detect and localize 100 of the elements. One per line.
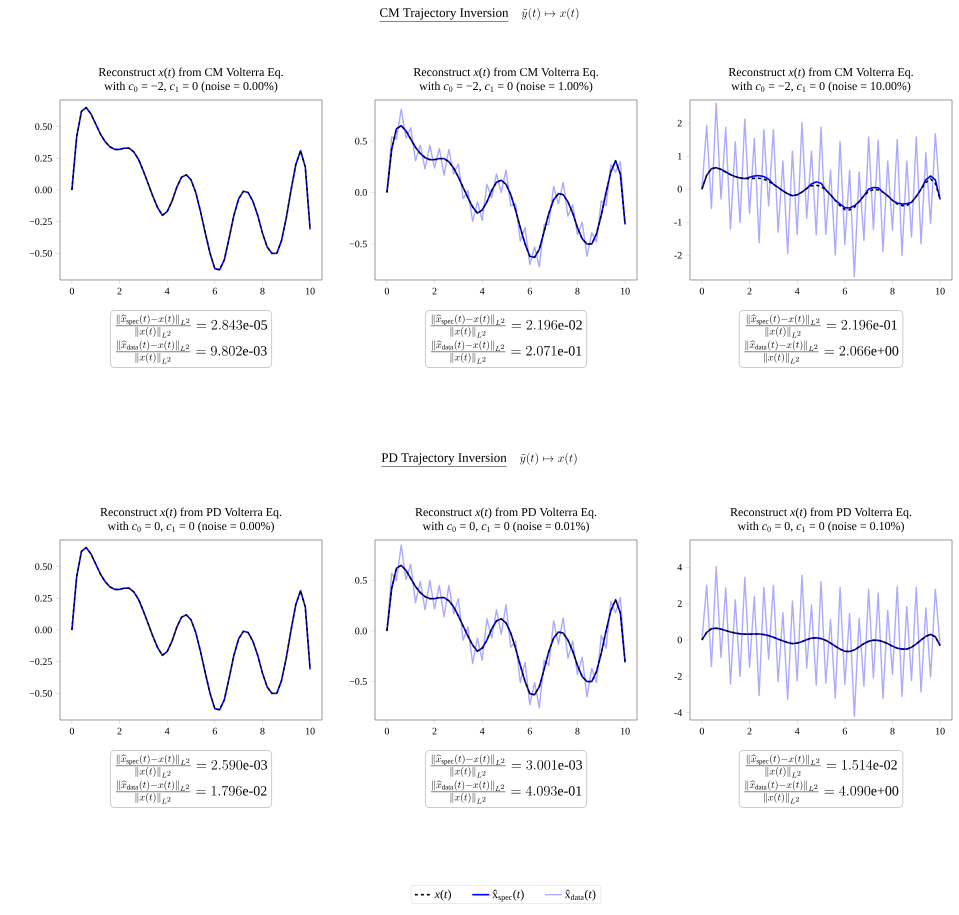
y-tick-label: −0.5 <box>350 678 367 685</box>
y-tick-label: 0.00 <box>35 186 52 194</box>
x-tick-label: 10 <box>620 728 630 734</box>
legend-label: x̂$_{data}$(t) <box>564 890 596 901</box>
line-series <box>386 544 626 709</box>
y-tick-label: 0 <box>678 636 682 644</box>
x-tick-label: 2 <box>117 728 122 734</box>
y-tick-label: 4 <box>677 564 682 571</box>
x-tick-label: 6 <box>842 728 848 734</box>
line-series <box>701 627 941 652</box>
text: $\frac{\|\widehat{x}_{\mathrm{spec}}(t)-x(t)\|_{L^2}}{\|x(t)\|_{L^2}} = 2.590\text{e-03}$ <box>116 754 268 778</box>
chart-subtitle: with c$_{0}$ = −2, c$_{1}$ = 0 (noise = 10.00%) <box>731 82 910 92</box>
chart-title: Reconstruct x(t) from CM Volterra Eq. <box>98 68 283 79</box>
x-tick-label: 0 <box>384 288 390 294</box>
x-tick-label: 10 <box>306 288 315 294</box>
text: CM Trajectory Inversion <box>380 8 508 20</box>
y-tick-label: 0.5 <box>355 138 367 145</box>
x-tick-label: 0 <box>700 728 704 734</box>
x-tick-label: 6 <box>528 728 532 734</box>
x-tick-label: 0 <box>700 288 704 294</box>
x-tick-label: 6 <box>842 288 848 294</box>
y-tick-label: −0.25 <box>30 218 52 226</box>
y-tick-label: -2 <box>674 673 682 680</box>
x-tick-label: 0 <box>384 728 390 734</box>
y-tick-label: 0 <box>678 186 682 193</box>
text: $\frac{\|\widehat{x}_{\mathrm{spec}}(t)-x(t)\|_{L^2}}{\|x(t)\|_{L^2}} = 2.196\text{e-01}$ <box>746 314 897 338</box>
chart-title: Reconstruct x(t) from PD Volterra Eq. <box>100 508 282 519</box>
text: $\tilde{y}(t) \mapsto x(t)$ <box>520 452 577 465</box>
text: $\frac{\|\widehat{x}_{\mathrm{data}}(t)-x(t)\|_{L^2}}{\|x(t)\|_{L^2}} = 2.071\text{e-01}$ <box>431 340 582 364</box>
y-tick-label: 0.50 <box>35 563 52 570</box>
x-tick-label: 4 <box>480 288 485 294</box>
x-tick-label: 2 <box>748 288 752 294</box>
chart-subtitle: with c$_{0}$ = 0, c$_{1}$ = 0 (noise = 0.00%) <box>108 522 274 532</box>
x-tick-label: 4 <box>794 728 800 734</box>
x-tick-label: 10 <box>620 288 630 294</box>
y-tick-label: 0.0 <box>355 628 367 634</box>
y-tick-label: 0.5 <box>355 577 367 584</box>
y-tick-label: 0.00 <box>35 626 52 634</box>
x-tick-label: 4 <box>164 288 170 294</box>
x-tick-label: 4 <box>794 288 800 294</box>
x-tick-label: 8 <box>890 728 895 734</box>
x-tick-label: 8 <box>575 288 580 294</box>
x-tick-label: 6 <box>212 288 218 294</box>
text: $\frac{\|\widehat{x}_{\mathrm{spec}}(t)-x(t)\|_{L^2}}{\|x(t)\|_{L^2}} = 2.196\text{e-02}$ <box>430 314 582 338</box>
x-tick-label: 10 <box>306 728 315 734</box>
x-tick-label: 4 <box>480 728 485 734</box>
line-series <box>701 566 941 717</box>
y-tick-label: -4 <box>674 709 682 716</box>
line-series <box>386 564 626 696</box>
chart-title: Reconstruct x(t) from PD Volterra Eq. <box>730 508 912 519</box>
text: $\frac{\|\widehat{x}_{\mathrm{data}}(t)-x(t)\|_{L^2}}{\|x(t)\|_{L^2}} = 1.796\text{e-02}$ <box>116 780 266 804</box>
y-tick-label: −0.50 <box>30 690 52 697</box>
chart-title: Reconstruct x(t) from CM Volterra Eq. <box>414 68 598 79</box>
y-tick-label: 2 <box>678 600 682 607</box>
line-series <box>386 108 626 268</box>
x-tick-label: 6 <box>528 288 532 294</box>
y-tick-label: 0.0 <box>355 189 367 196</box>
x-tick-label: 8 <box>260 728 265 734</box>
y-tick-label: 2 <box>678 120 682 126</box>
text: $\frac{\|\widehat{x}_{\mathrm{data}}(t)-x(t)\|_{L^2}}{\|x(t)\|_{L^2}} = 9.802\text{e-03}$ <box>116 340 267 364</box>
line-series <box>386 124 626 258</box>
line-series <box>71 546 311 711</box>
x-tick-label: 4 <box>164 728 170 734</box>
y-tick-label: −0.25 <box>30 658 52 666</box>
legend-label: x(t) <box>434 890 451 901</box>
y-tick-label: 1 <box>678 152 682 160</box>
y-tick-label: 0.25 <box>35 154 52 162</box>
x-tick-label: 8 <box>260 288 265 294</box>
text: $\frac{\|\widehat{x}_{\mathrm{data}}(t)-x(t)\|_{L^2}}{\|x(t)\|_{L^2}} = 2.066\text{e+00}$ <box>744 340 898 364</box>
x-tick-label: 8 <box>890 288 895 294</box>
x-tick-label: 2 <box>748 728 752 734</box>
text: $\frac{\|\widehat{x}_{\mathrm{data}}(t)-x(t)\|_{L^2}}{\|x(t)\|_{L^2}} = 4.093\text{e-01}$ <box>431 780 582 804</box>
x-tick-label: 10 <box>936 288 945 294</box>
text: $\frac{\|\widehat{x}_{\mathrm{spec}}(t)-x(t)\|_{L^2}}{\|x(t)\|_{L^2}} = 3.001\text{e-03}$ <box>430 754 582 778</box>
x-tick-label: 2 <box>117 288 122 294</box>
text: $\frac{\|\widehat{x}_{\mathrm{spec}}(t)-x(t)\|_{L^2}}{\|x(t)\|_{L^2}} = 2.843\text{e-05}$ <box>116 314 268 338</box>
y-tick-label: 0.25 <box>35 594 52 602</box>
text: $\tilde{y}(t) \mapsto x(t)$ <box>522 8 578 20</box>
chart-title: Reconstruct x(t) from CM Volterra Eq. <box>728 68 913 79</box>
chart-title: Reconstruct x(t) from PD Volterra Eq. <box>415 508 596 519</box>
y-tick-label: 0.50 <box>35 123 52 130</box>
line-series <box>71 106 311 271</box>
chart-subtitle: with c$_{0}$ = −2, c$_{1}$ = 0 (noise = 0.00%) <box>104 82 278 92</box>
text: $\frac{\|\widehat{x}_{\mathrm{spec}}(t)-x(t)\|_{L^2}}{\|x(t)\|_{L^2}} = 1.514\text{e-02}$ <box>746 754 897 778</box>
y-tick-label: -2 <box>674 252 682 259</box>
x-tick-label: 2 <box>432 288 436 294</box>
x-tick-label: 0 <box>70 288 74 294</box>
x-tick-label: 6 <box>212 728 218 734</box>
x-tick-label: 10 <box>936 728 945 734</box>
y-tick-label: -1 <box>674 218 682 226</box>
chart-subtitle: with c$_{0}$ = 0, c$_{1}$ = 0 (noise = 0.01%) <box>422 522 589 532</box>
chart-subtitle: with c$_{0}$ = 0, c$_{1}$ = 0 (noise = 0.10%) <box>738 522 904 532</box>
x-tick-label: 8 <box>575 728 580 734</box>
legend-label: x̂$_{spec}$(t) <box>492 890 524 902</box>
y-tick-label: −0.50 <box>30 250 52 257</box>
x-tick-label: 0 <box>70 728 74 734</box>
text: PD Trajectory Inversion <box>382 453 507 465</box>
text: $\frac{\|\widehat{x}_{\mathrm{data}}(t)-x(t)\|_{L^2}}{\|x(t)\|_{L^2}} = 4.090\text{e+00}$ <box>744 780 898 804</box>
x-tick-label: 2 <box>432 728 436 734</box>
y-tick-label: −0.5 <box>350 240 367 248</box>
